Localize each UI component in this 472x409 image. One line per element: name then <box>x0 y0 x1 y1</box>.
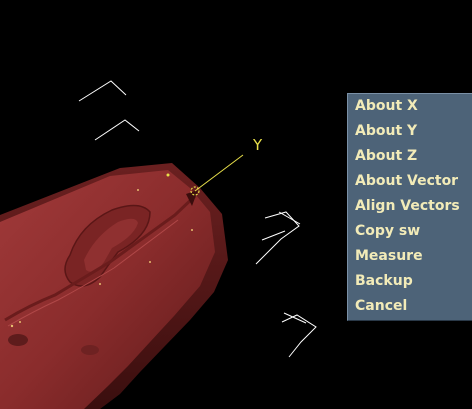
y-axis-label: Y <box>252 136 263 154</box>
model-top <box>0 170 215 409</box>
y-axis-line <box>194 154 244 192</box>
model-slot-inner <box>84 218 138 272</box>
marker-axis-4 <box>281 314 317 358</box>
menu-item-backup[interactable]: Backup <box>355 273 413 289</box>
y-axis: Y <box>166 136 263 196</box>
menu-item-about-y[interactable]: About Y <box>355 123 418 139</box>
marker-chevron-2 <box>94 119 140 141</box>
model-groove-hl <box>7 219 179 327</box>
marker-chevron-1 <box>78 80 127 102</box>
model-bump-2 <box>8 334 28 346</box>
menu-item-copy-sw[interactable]: Copy sw <box>355 223 421 239</box>
menu-item-cancel[interactable]: Cancel <box>355 298 408 314</box>
model-bump <box>81 345 99 355</box>
menu-item-align-vectors[interactable]: Align Vectors <box>355 198 460 214</box>
transform-popup-menu: About X About Y About Z About Vector Ali… <box>347 93 472 321</box>
marker-axis-2 <box>278 211 301 225</box>
model-specks <box>10 189 193 328</box>
menu-item-about-x[interactable]: About X <box>355 98 418 114</box>
marker-axis-1 <box>255 211 300 265</box>
marker-axis-3 <box>261 230 286 241</box>
model-groove <box>4 194 197 322</box>
menu-item-measure[interactable]: Measure <box>355 248 423 264</box>
menu-item-about-z[interactable]: About Z <box>355 148 418 164</box>
model-notch <box>186 190 198 206</box>
marker-axis-5 <box>283 312 307 324</box>
view-markers <box>78 80 317 358</box>
axis-origin-marker[interactable] <box>190 186 200 196</box>
red-model[interactable] <box>0 163 228 409</box>
axis-origin-dot <box>166 173 170 177</box>
menu-item-about-vector[interactable]: About Vector <box>355 173 459 189</box>
